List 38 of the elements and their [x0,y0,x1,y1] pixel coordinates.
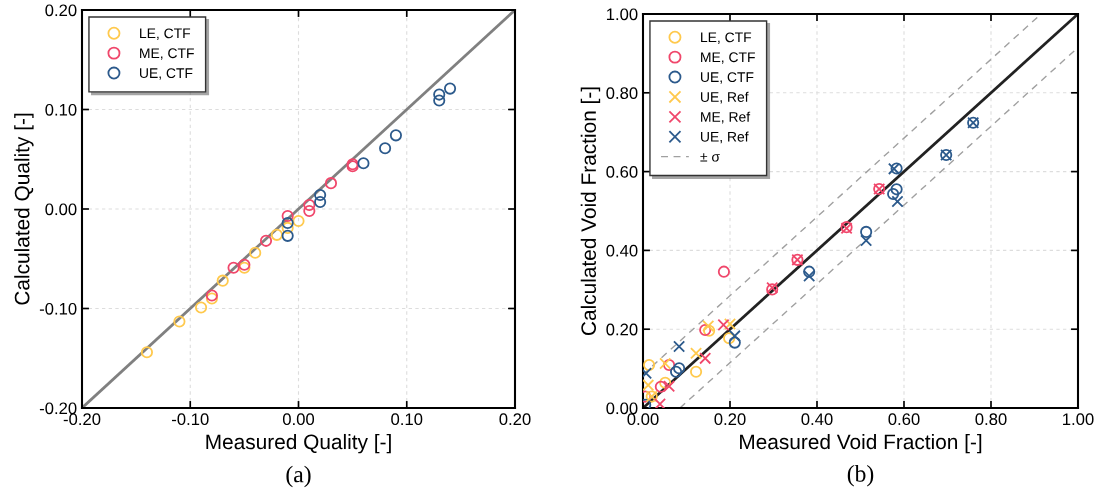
legend-label: LE, CTF [701,32,752,44]
x-tick-label: 0.20 [714,413,746,426]
y-tick-label: 0.00 [45,203,77,216]
y-tick-label: 0.80 [606,87,638,99]
y-tick-label: -0.10 [39,302,77,315]
x-tick-label: 0.20 [499,413,531,426]
x-tick-label: -0.20 [63,413,101,426]
x-tick-label: -0.10 [172,413,209,426]
y-tick-label: -0.20 [39,402,77,415]
legend-label: UE, CTF [140,68,193,80]
y-tick-label: 0.10 [45,103,77,116]
legend-label: LE, CTF [140,28,191,40]
y-axis-title: Calculated Void Fraction [-] [580,87,601,335]
x-axis-title: Measured Quality [-] [206,433,391,454]
y-tick-label: 0.40 [606,244,638,257]
x-tick-label: 0.00 [627,413,659,426]
x-tick-label: 0.10 [391,413,423,426]
legend-label: ME, Ref [701,111,751,124]
text: (b) [847,465,874,487]
text: (a) [286,465,311,488]
legend-label: ME, CTF [701,52,755,64]
y-axis-title: Calculated Quality [-] [14,113,34,305]
legend-label: ME, CTF [140,48,194,60]
x-axis-title: Measured Void Fraction [-] [740,433,982,454]
x-tick-label: 0.40 [801,413,833,426]
y-tick-label: 0.00 [606,402,638,415]
x-tick-label: 0.00 [282,413,315,426]
y-tick-label: 0.60 [606,166,638,178]
y-tick-label: 0.20 [45,4,77,17]
legend-label: UE, Ref [701,131,749,144]
legend-label: UE, Ref [701,91,749,104]
x-tick-label: 1.00 [1063,413,1094,426]
x-tick-label: 0.60 [888,413,920,426]
y-tick-label: 0.20 [606,323,638,336]
legend-label: ± σ [700,153,720,162]
legend-label: UE, CTF [701,72,754,84]
y-tick-label: 1.00 [606,8,638,21]
x-tick-label: 0.80 [975,413,1007,426]
